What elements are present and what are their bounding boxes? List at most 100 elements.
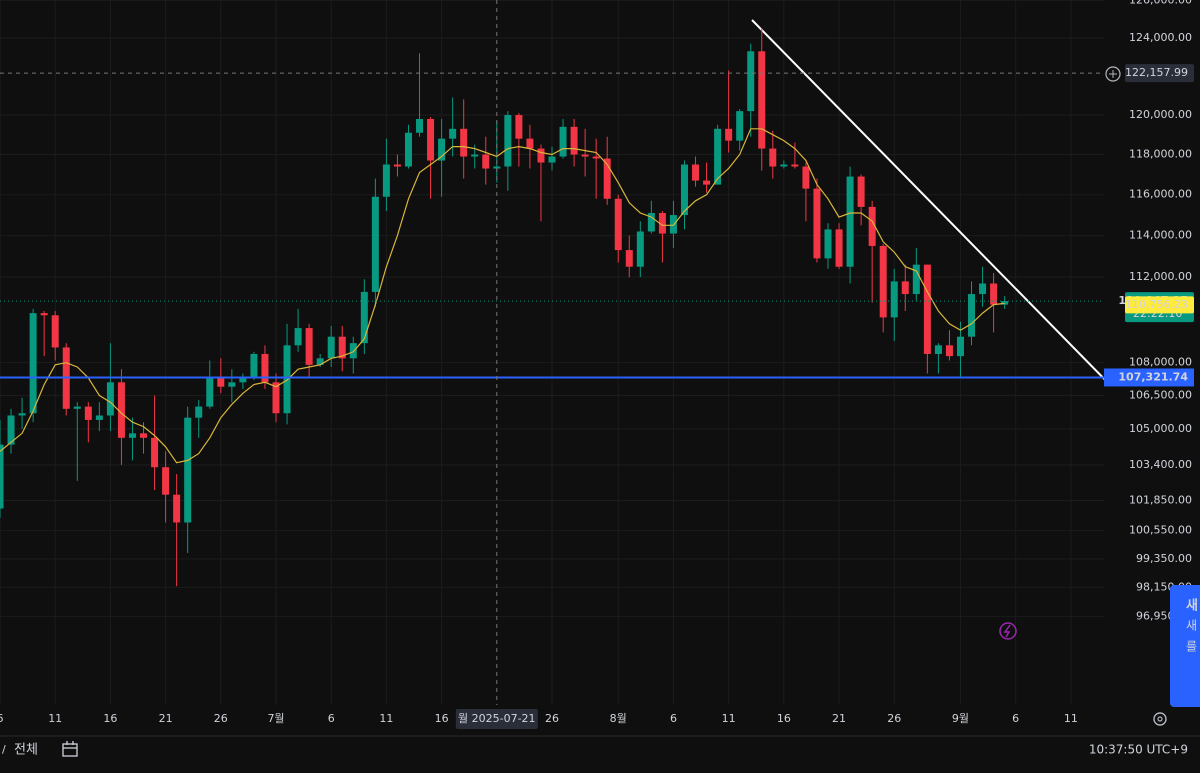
candle-body (736, 111, 744, 141)
candle-body (990, 283, 998, 305)
x-tick-label: 26 (545, 712, 559, 725)
crosshair-x-label: 월 2025-07-21 (458, 712, 536, 725)
side-panel-text: 새 (1186, 619, 1197, 633)
candle-body (515, 115, 523, 139)
x-tick-label: 21 (832, 712, 846, 725)
candle-body (625, 250, 633, 267)
trend-line[interactable] (751, 19, 1123, 398)
candle-body (923, 264, 931, 354)
candle-body (427, 118, 435, 161)
y-tick-label: 100,550.00 (1129, 524, 1192, 537)
candle-body (879, 245, 887, 318)
candle-body (382, 164, 390, 197)
settings-icon[interactable] (1153, 712, 1167, 726)
candle-body (1001, 301, 1009, 305)
candle-body (460, 128, 468, 157)
candle-body (73, 406, 81, 409)
y-tick-label: 116,000.00 (1129, 188, 1192, 201)
candle-body (162, 467, 170, 495)
candle-body (0, 444, 4, 509)
candle-body (526, 138, 534, 149)
candle-body (482, 154, 490, 169)
candle-body (7, 415, 15, 445)
x-tick-label: 21 (159, 712, 173, 725)
candle-body (95, 415, 103, 420)
candle-body (250, 353, 258, 378)
candle-body (548, 156, 556, 163)
candle-body (404, 132, 412, 167)
candle-body (360, 291, 368, 344)
candle-body (128, 433, 136, 438)
candle-body (261, 353, 269, 383)
y-tick-label: 108,000.00 (1129, 356, 1192, 369)
candle-body (968, 294, 976, 337)
x-tick-label: 11 (1064, 712, 1078, 725)
candle-body (945, 345, 953, 357)
candle-body (703, 180, 711, 185)
candle-body (581, 154, 589, 157)
candle-body (537, 148, 545, 163)
clock: 10:37:50 UTC+9 (1089, 743, 1188, 757)
x-tick-label: 6 (670, 712, 677, 725)
candle-body (29, 313, 37, 414)
price-label: 107,321.74 (1118, 370, 1188, 383)
candle-body (504, 115, 512, 167)
candle-body (117, 382, 125, 438)
candle-body (658, 213, 666, 234)
candle-body (140, 433, 148, 438)
candle-body (890, 281, 898, 318)
x-tick-label: 11 (48, 712, 62, 725)
candle-body (206, 377, 214, 407)
candle-body (846, 176, 854, 267)
candle-body (228, 382, 236, 387)
toolbar-mark: / (2, 743, 6, 756)
candle-body (305, 328, 313, 365)
candle-body (636, 231, 644, 267)
candle-body (217, 377, 225, 387)
y-tick-label: 124,000.00 (1129, 31, 1192, 44)
candle-body (84, 406, 92, 420)
add-alert-icon[interactable] (1105, 66, 1121, 82)
ma-label-box (1125, 296, 1194, 314)
y-tick-label: 99,350.00 (1136, 552, 1192, 565)
candle-body (769, 148, 777, 167)
candle-body (901, 281, 909, 295)
candle-body (725, 128, 733, 141)
candle-body (416, 118, 424, 133)
candle-body (393, 164, 401, 167)
x-tick-label: 16 (103, 712, 117, 725)
x-tick-label: 6 (328, 712, 335, 725)
candle-body (747, 51, 755, 112)
candle-body (979, 283, 987, 295)
candle-body (692, 164, 700, 181)
date-range-icon[interactable] (62, 741, 78, 757)
candle-body (835, 229, 843, 267)
candle-body (195, 406, 203, 418)
plot-area (0, 0, 1123, 705)
side-panel[interactable] (1170, 585, 1200, 707)
x-tick-label: 16 (777, 712, 791, 725)
candle-body (438, 138, 446, 161)
candle-body (780, 164, 788, 167)
candle-body (349, 343, 357, 359)
y-tick-label: 118,000.00 (1129, 148, 1192, 161)
candle-body (151, 437, 159, 468)
candle-body (184, 417, 192, 523)
alert-icon[interactable] (999, 622, 1017, 640)
x-tick-label: 11 (379, 712, 393, 725)
candle-body (802, 166, 810, 189)
y-tick-label: 120,000.00 (1129, 108, 1192, 121)
y-tick-label: 101,850.00 (1129, 493, 1192, 506)
range-button[interactable]: 전체 (14, 743, 38, 758)
candle-body (791, 164, 799, 167)
candle-body (680, 164, 688, 216)
x-tick-label: 16 (435, 712, 449, 725)
crosshair-y-box (1125, 64, 1194, 83)
x-tick-label: 11 (722, 712, 736, 725)
y-tick-label: 103,400.00 (1129, 458, 1192, 471)
y-tick-label: 106,500.00 (1129, 389, 1192, 402)
candle-body (106, 382, 114, 416)
candle-body (559, 126, 567, 157)
moving-average (0, 128, 1005, 464)
